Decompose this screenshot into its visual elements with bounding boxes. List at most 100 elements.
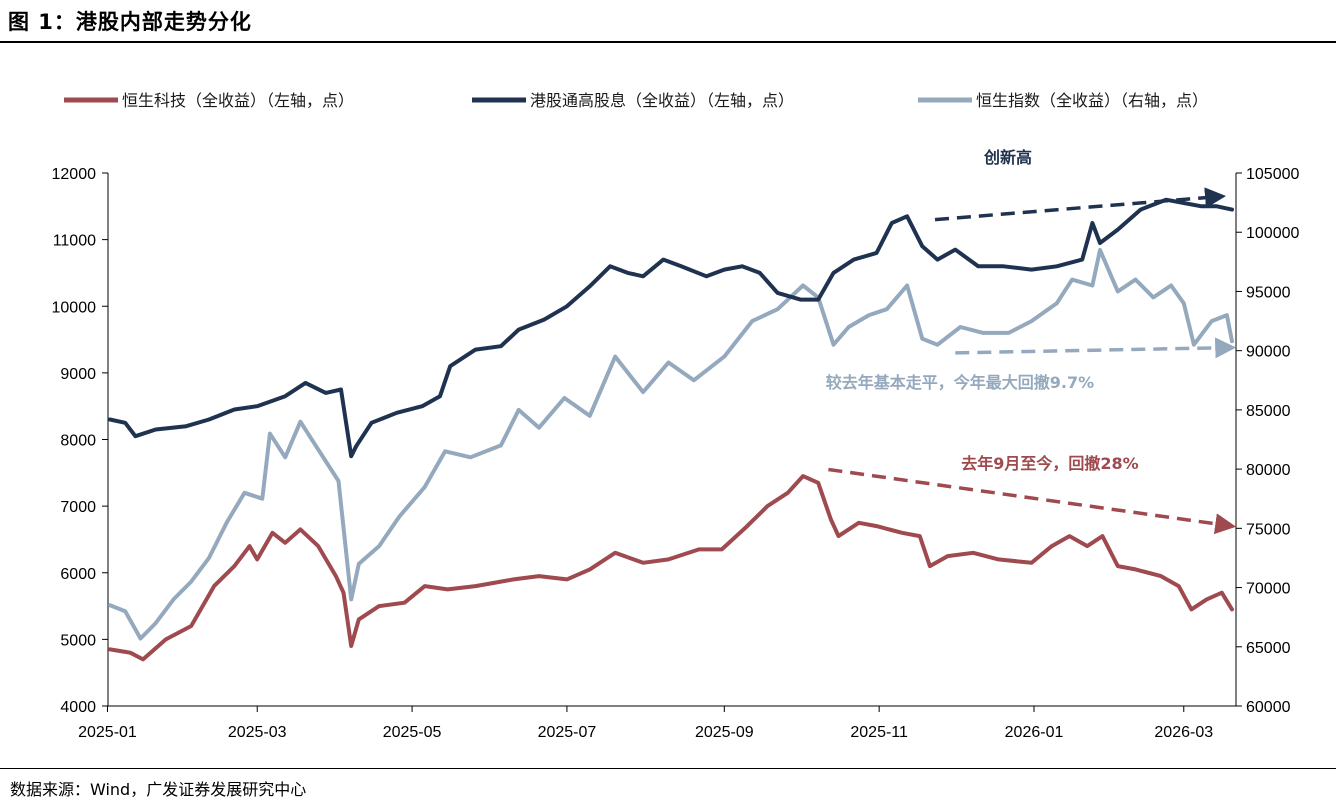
series-1-point bbox=[740, 264, 744, 268]
title-divider bbox=[0, 41, 1336, 43]
series-2-point bbox=[189, 580, 193, 584]
chart-canvas: 恒生科技（全收益）（左轴，点） 港股通高股息（全收益）（左轴，点） 恒生指数（全收益… bbox=[52, 91, 1300, 741]
series-2-point bbox=[1151, 295, 1155, 299]
series-1-point bbox=[1230, 208, 1234, 212]
series-0-point bbox=[423, 584, 427, 588]
series-0-point bbox=[316, 544, 320, 548]
series-0-point bbox=[996, 557, 1001, 562]
series-1-point bbox=[875, 251, 879, 255]
x-tick-label: 2025-11 bbox=[850, 724, 908, 741]
series-1-point bbox=[626, 271, 630, 275]
series-2-point bbox=[920, 337, 924, 341]
y-left-tick-label: 10000 bbox=[52, 299, 97, 316]
series-2-point bbox=[692, 378, 696, 382]
series-0-point bbox=[1100, 534, 1105, 538]
series-2-point bbox=[268, 432, 272, 436]
series-2-point bbox=[588, 414, 592, 418]
series-2-point bbox=[298, 420, 302, 424]
series-1-point bbox=[1055, 264, 1059, 268]
source-divider bbox=[0, 768, 1336, 769]
series-1-point bbox=[499, 344, 503, 348]
series-1-point bbox=[920, 244, 924, 248]
y-left-tick-label: 11000 bbox=[53, 233, 96, 250]
series-2-point bbox=[905, 283, 909, 288]
series-0-point bbox=[446, 587, 450, 592]
y-left-tick-label: 5000 bbox=[60, 632, 96, 649]
series-1-point bbox=[798, 298, 803, 302]
series-0-point bbox=[212, 584, 216, 588]
x-tick-label: 2025-01 bbox=[78, 724, 137, 741]
series-0-point bbox=[666, 557, 671, 562]
series-1-point bbox=[905, 214, 909, 218]
series-0-point bbox=[473, 584, 478, 588]
series-2-point bbox=[981, 331, 985, 335]
legend-label-0: 恒生科技（全收益）（左轴，点） bbox=[122, 91, 354, 110]
annotation-arrow-2 bbox=[828, 467, 1237, 535]
series-0-point bbox=[857, 521, 861, 525]
x-tick-label: 2025-07 bbox=[538, 724, 597, 741]
series-1-point bbox=[679, 264, 683, 268]
series-0-point bbox=[875, 524, 879, 528]
series-line-1 bbox=[108, 197, 1234, 459]
series-1-point bbox=[1080, 258, 1084, 262]
y-left-tick-label: 8000 bbox=[60, 433, 96, 450]
series-2-point bbox=[935, 343, 940, 347]
series-0-point bbox=[1067, 534, 1072, 538]
series-1-point bbox=[1098, 241, 1102, 245]
series-2-point bbox=[1230, 339, 1234, 343]
series-0-point bbox=[248, 544, 252, 548]
series-0-point bbox=[1189, 607, 1193, 612]
series-2-point bbox=[123, 609, 127, 613]
annotation-label-2: 去年9月至今，回撤28% bbox=[961, 454, 1138, 473]
series-2-point bbox=[397, 514, 401, 519]
series-layer bbox=[108, 197, 1234, 662]
series-0-point bbox=[1029, 561, 1034, 565]
axes: 4000 5000 6000 7000 8000 9000 10000 11000 12000 6… bbox=[52, 166, 1300, 741]
series-0-point bbox=[402, 601, 407, 605]
series-1-point bbox=[1029, 268, 1034, 272]
series-1-point bbox=[1139, 208, 1143, 212]
series-2-point bbox=[377, 544, 381, 548]
series-2-point bbox=[1029, 319, 1034, 323]
series-0-point bbox=[141, 657, 145, 662]
series-1-point bbox=[976, 264, 980, 268]
series-0-point bbox=[377, 604, 381, 608]
series-1-point bbox=[283, 394, 287, 398]
series-2-point bbox=[537, 426, 541, 430]
series-0-point bbox=[928, 564, 932, 568]
series-1-point bbox=[420, 404, 424, 408]
legend-label-2: 恒生指数（全收益）（右轴，点） bbox=[976, 91, 1208, 110]
series-2-point bbox=[867, 313, 871, 317]
y-left-tick-label: 12000 bbox=[52, 166, 97, 183]
series-1-point bbox=[473, 348, 478, 352]
series-1-point bbox=[232, 407, 236, 412]
series-0-point bbox=[283, 541, 287, 545]
series-2-point bbox=[108, 603, 112, 607]
series-1-point bbox=[641, 274, 645, 278]
series-1-point bbox=[890, 221, 894, 225]
series-0-point bbox=[537, 574, 541, 578]
y-right-tick-label: 75000 bbox=[1246, 521, 1291, 538]
annotation-arrow-0 bbox=[934, 187, 1227, 222]
annotation-label-0: 创新高 bbox=[983, 148, 1032, 167]
y-right-tick-label: 80000 bbox=[1246, 462, 1291, 479]
series-1-point bbox=[324, 391, 328, 395]
legend-label-1: 港股通高股息（全收益）（左轴，点） bbox=[530, 91, 794, 110]
series-0-point bbox=[946, 554, 950, 558]
series-1-point bbox=[1199, 204, 1204, 208]
series-1-point bbox=[339, 387, 343, 392]
series-2-point bbox=[207, 556, 211, 560]
series-1-point bbox=[448, 364, 452, 368]
y-right-tick-label: 85000 bbox=[1246, 403, 1291, 420]
series-0-point bbox=[565, 577, 569, 582]
series-0-point bbox=[1159, 574, 1163, 578]
x-tick-label: 2025-05 bbox=[383, 724, 442, 741]
series-2-point bbox=[1070, 278, 1074, 282]
series-2-point bbox=[562, 396, 567, 400]
series-2-point bbox=[1192, 343, 1196, 347]
series-0-point bbox=[816, 481, 820, 485]
series-2-point bbox=[314, 443, 318, 447]
series-1-point bbox=[395, 411, 399, 415]
series-2-point bbox=[1169, 283, 1173, 288]
series-2-point bbox=[242, 491, 247, 495]
